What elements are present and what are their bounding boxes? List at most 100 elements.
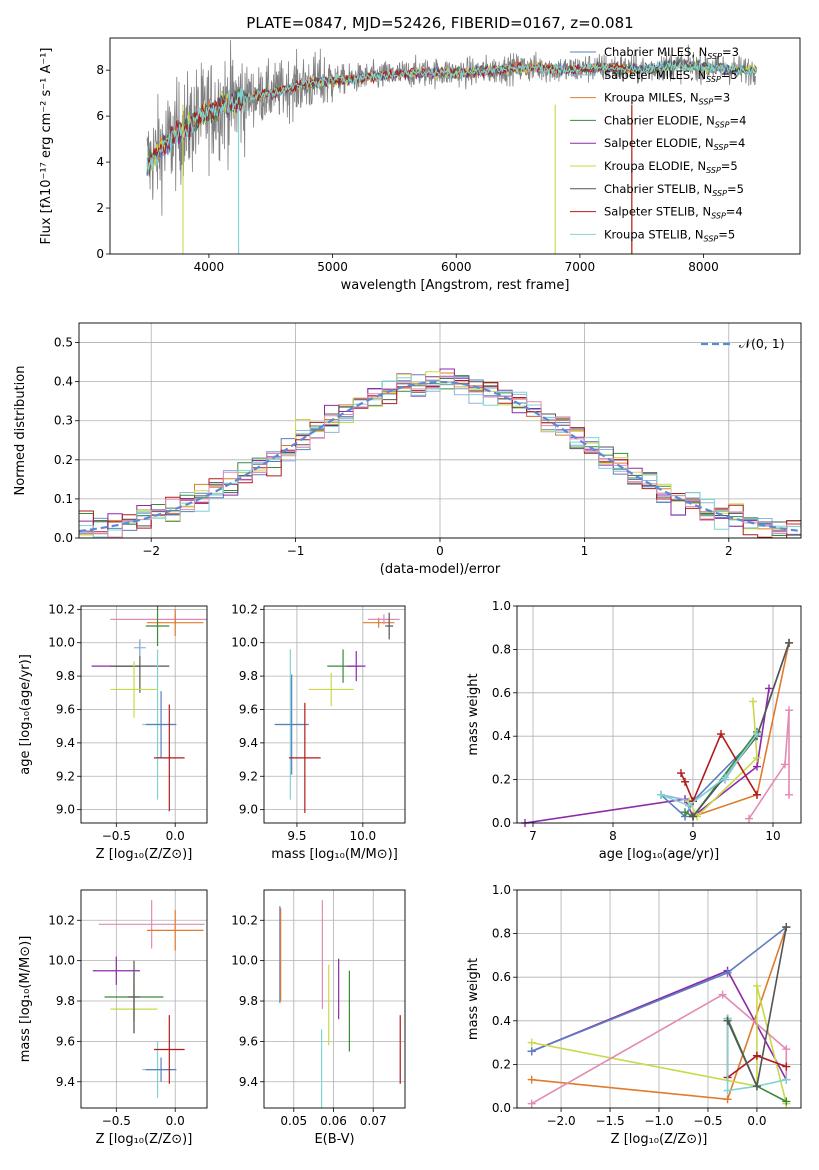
weight-line-series [726,1018,787,1092]
y-tick-label: 9.8 [56,669,75,683]
legend-entry-label: 𝒩(0, 1) [739,336,785,351]
y-tick-label: 0.2 [54,453,73,467]
y-tick-label: 0.4 [492,1014,511,1028]
y-tick-label: 9.8 [56,994,75,1008]
axes-frame [263,605,406,824]
x-axis-label: Z [log₁₀(Z/Z⊙)] [611,1132,708,1147]
axes-frame [78,322,802,539]
y-axis-label: age [log₁₀(age/yr)] [18,654,33,775]
y-tick-label: 10.0 [48,636,75,650]
x-tick-label: −0.5 [693,1114,722,1128]
legend-entry-label: Salpeter ELODIE, NSSP=4 [604,136,745,152]
y-tick-label: 2 [96,201,104,215]
normal-curve [78,380,802,533]
y-tick-label: 10.0 [231,636,258,650]
y-tick-label: 0.4 [492,729,511,743]
x-tick-label: −1.5 [595,1114,624,1128]
y-tick-label: 0.4 [54,375,73,389]
x-axis-label: mass [log₁₀(M/M⊙)] [271,847,398,862]
chart-weight-vs-age: 7 8 9 10 0.0 0.2 0.4 0.6 0.8 1.0 age [log₁₀(age/yr… [466,599,802,862]
y-tick-label: 1.0 [492,883,511,897]
x-tick-label: 0.0 [166,1114,185,1128]
y-tick-label: 9.0 [239,803,258,817]
legend-entry-label: Kroupa STELIB, NSSP=5 [604,227,735,243]
y-axis-label: mass weight [466,673,481,755]
y-tick-label: 1.0 [492,599,511,613]
legend-entry-label: Chabrier STELIB, NSSP=5 [604,182,744,198]
x-tick-label: 7000 [565,260,596,274]
x-tick-label: 7 [529,829,537,843]
y-tick-label: 9.6 [239,702,258,716]
x-axis-label: E(B-V) [314,1132,354,1147]
x-tick-label: −1 [287,544,305,558]
y-tick-label: 0.0 [54,531,73,545]
y-tick-label: 9.4 [56,1075,75,1089]
panels: 4000 5000 6000 7000 8000 0 2 4 6 8 wavelength [Ang… [13,37,802,1147]
x-axis-label: Z [log₁₀(Z/Z⊙)] [96,847,193,862]
x-tick-label: 0.07 [360,1114,387,1128]
x-tick-label: 2 [725,544,733,558]
y-tick-label: 10.2 [231,602,258,616]
model-line-series [146,61,757,173]
y-tick-label: 9.2 [56,769,75,783]
y-tick-label: 8 [96,63,104,77]
y-tick-label: 0.1 [54,492,73,506]
y-tick-label: 9.8 [239,994,258,1008]
y-tick-label: 0.6 [492,970,511,984]
x-axis-label: Z [log₁₀(Z/Z⊙)] [96,1132,193,1147]
y-tick-label: 6 [96,109,104,123]
weight-line-series [688,701,758,818]
y-tick-label: 9.6 [239,1034,258,1048]
x-tick-label: 0.06 [320,1114,347,1128]
y-axis-label: mass weight [466,958,481,1040]
y-tick-label: 9.6 [56,1034,75,1048]
legend-entry-label: Chabrier MILES, NSSP=3 [604,45,739,61]
chart-age-vs-mass: 9.5 10.0 9.0 9.2 9.4 9.6 9.8 10.0 10.2 mass [log₁… [231,602,406,862]
y-tick-label: 9.4 [56,736,75,750]
y-tick-label: 9.4 [239,1075,258,1089]
chart-age-vs-Z: −0.5 0.0 9.0 9.2 9.4 9.6 9.8 10.0 10.2 Z [log₁₀(Z… [18,602,208,862]
figure-title: PLATE=0847, MJD=52426, FIBERID=0167, z=0… [246,14,633,32]
y-tick-label: 9.0 [56,803,75,817]
x-tick-label: 10.0 [349,829,376,843]
legend-entry-label: Salpeter STELIB, NSSP=4 [604,205,743,221]
y-tick-label: 9.2 [239,769,258,783]
axes-frame [516,605,802,824]
weight-line-series [531,985,788,1104]
x-tick-label: 9.5 [287,829,306,843]
weight-line-series [748,710,790,820]
x-tick-label: 0.0 [166,829,185,843]
y-tick-label: 0.3 [54,414,73,428]
y-tick-label: 10.2 [48,913,75,927]
x-axis-label: (data-model)/error [380,562,501,577]
y-tick-label: 0.8 [492,927,511,941]
chart-residuals: −2 −1 0 1 2 0.0 0.1 0.2 0.3 0.4 0.5 (data-model)/er… [13,322,802,577]
axes-frame [109,37,801,255]
y-tick-label: 0.0 [492,816,511,830]
y-tick-label: 0.8 [492,642,511,656]
x-tick-label: 10 [765,829,780,843]
y-tick-label: 0.5 [54,336,73,350]
y-tick-label: 0.2 [492,773,511,787]
y-tick-label: 9.6 [56,702,75,716]
chart-mass-vs-EBV: 0.05 0.06 0.07 9.4 9.6 9.8 10.0 10.2 E(B-V) [231,889,406,1147]
legend-entry-label: Kroupa ELODIE, NSSP=5 [604,159,738,175]
model-line-series [146,61,633,166]
x-tick-label: −0.5 [102,829,131,843]
y-tick-label: 4 [96,155,104,169]
y-tick-label: 0.6 [492,686,511,700]
y-tick-label: 0.0 [492,1101,511,1115]
axes-frame [80,889,208,1109]
weight-line-series [660,733,758,807]
legend-entry-label: Chabrier ELODIE, NSSP=4 [604,113,746,129]
x-tick-label: 5000 [317,260,348,274]
x-tick-label: −2.0 [546,1114,575,1128]
x-tick-label: 6000 [441,260,472,274]
legend-entry-label: Salpeter MILES, NSSP=5 [604,68,738,84]
x-tick-label: 4000 [194,260,225,274]
y-tick-label: 10.2 [48,602,75,616]
y-tick-label: 9.4 [239,736,258,750]
chart-weight-vs-Z: −2.0 −1.5 −1.0 −0.5 0.0 0.0 0.2 0.4 0.6 0.8 1.0 Z [… [466,883,802,1147]
